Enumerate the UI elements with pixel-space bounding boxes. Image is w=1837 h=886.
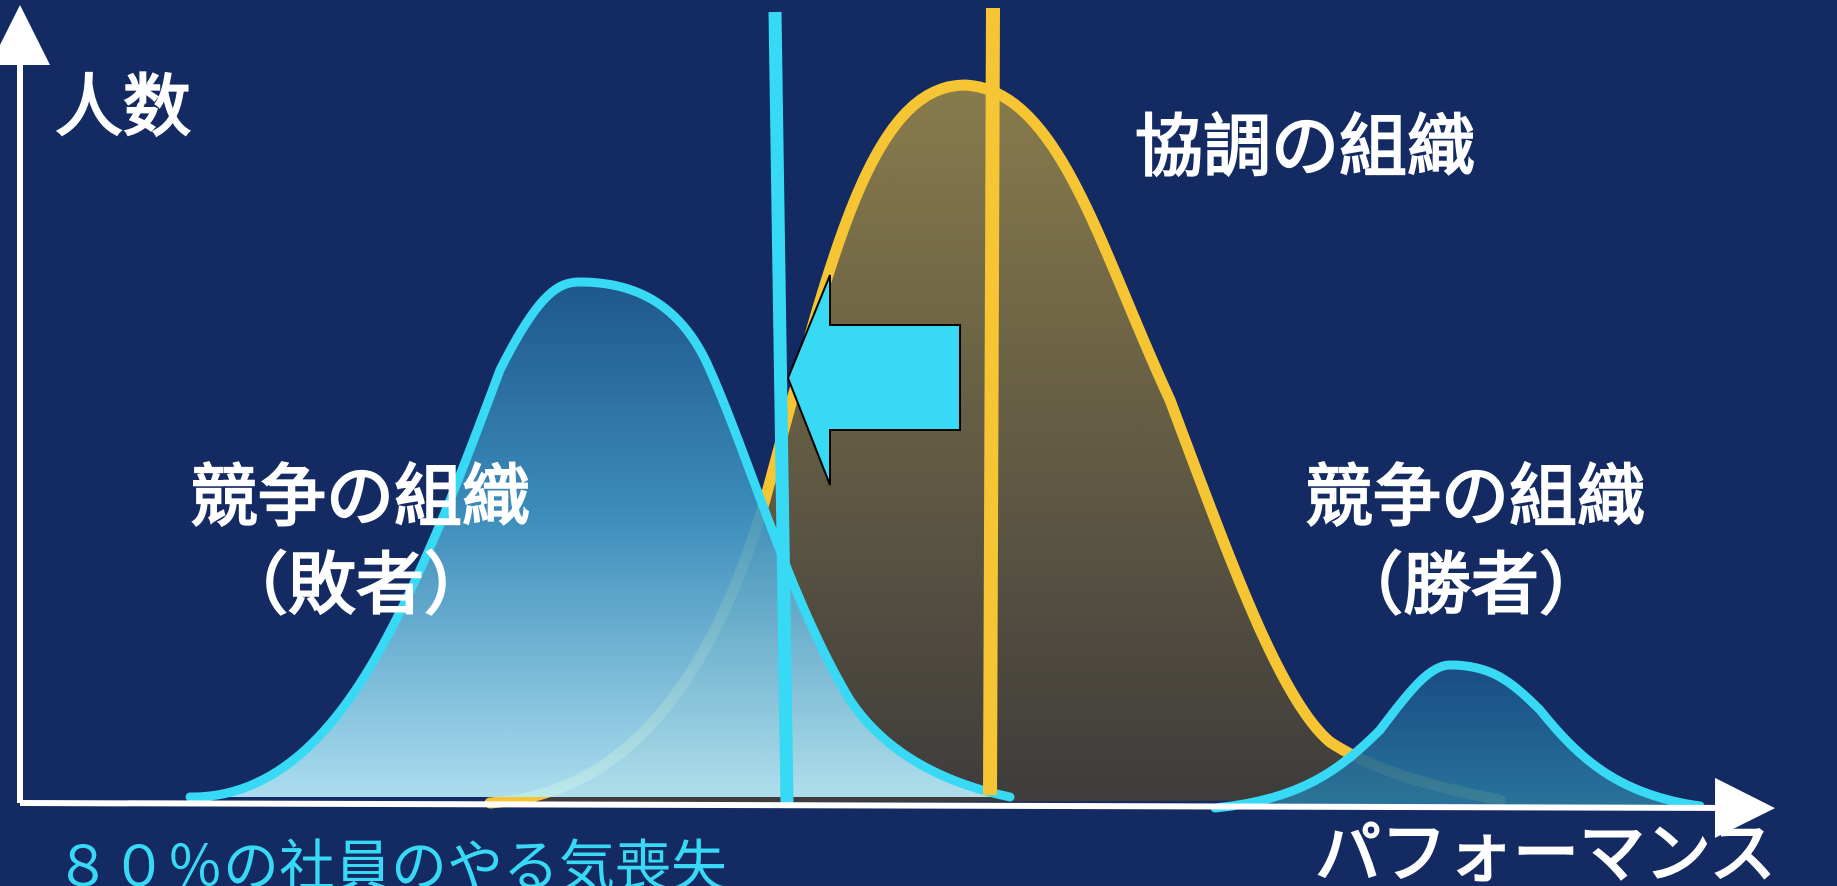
winners-label-line2: （勝者）: [1335, 546, 1607, 625]
x-axis-label: パフォーマンス: [1315, 815, 1776, 886]
winners-distribution-curve: [1210, 660, 1705, 813]
motivation-loss-caption: ８０％の社員のやる気喪失: [55, 835, 727, 886]
losers-label-line2: （敗者）: [220, 546, 492, 625]
cooperative-mean-line: [983, 7, 1000, 796]
losers-label-line1: 競争の組織: [190, 458, 530, 537]
x-axis: [19, 777, 1775, 838]
winners-label-line1: 競争の組織: [1305, 458, 1645, 537]
y-axis-label: 人数: [55, 68, 191, 147]
cooperative-label: 協調の組織: [1135, 108, 1475, 187]
losers-distribution-curve: [185, 277, 1015, 802]
left-arrow-icon: [786, 274, 961, 486]
competition-threshold-line: [768, 11, 794, 804]
